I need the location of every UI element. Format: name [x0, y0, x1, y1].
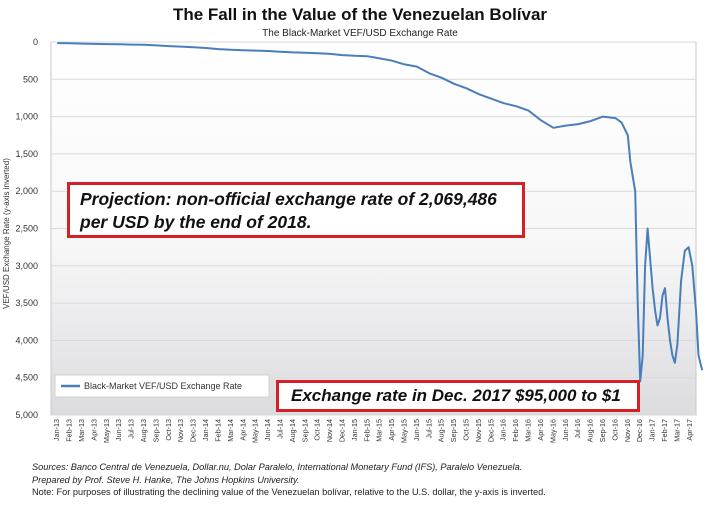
x-tick-label: May-15 — [400, 419, 409, 443]
x-tick-label: Nov-16 — [623, 419, 632, 442]
x-tick-label: Mar-13 — [77, 419, 86, 442]
x-tick-label: Feb-13 — [65, 419, 74, 442]
y-tick-label: 500 — [23, 74, 38, 84]
y-tick-label: 1,500 — [15, 149, 38, 159]
x-tick-label: May-13 — [102, 419, 111, 443]
x-tick-label: Mar-17 — [672, 419, 681, 442]
x-tick-label: Aug-16 — [586, 419, 595, 442]
x-tick-label: Oct-15 — [462, 419, 471, 441]
x-tick-label: Mar-15 — [375, 419, 384, 442]
x-tick-label: Jan-13 — [52, 419, 61, 441]
y-tick-label: 5,000 — [15, 410, 38, 420]
x-axis-ticks: Jan-13 Feb-13 Mar-13 Apr-13 May-13 Jun-13 Jul-… — [52, 419, 694, 443]
x-tick-label: Jun-14 — [263, 419, 272, 441]
x-tick-label: Feb-14 — [213, 419, 222, 442]
x-tick-label: Dec-16 — [635, 419, 644, 442]
prepared-by-note: Prepared by Prof. Steve H. Hanke, The Jo… — [32, 474, 300, 485]
chart-subtitle: The Black-Market VEF/USD Exchange Rate — [262, 28, 458, 39]
chart-notes: Sources: Banco Central de Venezuela, Dol… — [32, 461, 716, 499]
legend-box — [54, 374, 270, 398]
x-tick-label: Apr-16 — [536, 419, 545, 441]
x-tick-label: Dec-15 — [486, 419, 495, 442]
x-tick-label: Sep-16 — [598, 419, 607, 442]
x-tick-label: Jul-14 — [275, 419, 284, 439]
x-tick-label: Sep-14 — [300, 419, 309, 442]
y-axis-label: VEF/USD Exchange Rate (y-axis inverted) — [2, 158, 11, 309]
y-tick-label: 0 — [33, 37, 38, 47]
y-tick-label: 1,000 — [15, 112, 38, 122]
exchange-rate-annotation: Exchange rate in Dec. 2017 $95,000 to $1 — [276, 380, 640, 412]
x-tick-label: Jul-13 — [127, 419, 136, 439]
y-tick-label: 4,500 — [15, 373, 38, 383]
x-tick-label: Nov-14 — [325, 419, 334, 442]
x-tick-label: Jan-17 — [648, 419, 657, 441]
x-tick-label: Feb-15 — [362, 419, 371, 442]
y-tick-label: 2,500 — [15, 224, 38, 234]
x-tick-label: Oct-14 — [313, 419, 322, 441]
series-line-black-market-rate — [57, 42, 704, 383]
sources-note: Sources: Banco Central de Venezuela, Dol… — [32, 462, 523, 472]
x-tick-label: Aug-13 — [139, 419, 148, 442]
x-tick-label: Jun-13 — [114, 419, 123, 441]
x-tick-label: Apr-14 — [238, 419, 247, 441]
legend-label: Black-Market VEF/USD Exchange Rate — [84, 381, 242, 391]
x-tick-label: Jan-16 — [499, 419, 508, 441]
legend: Black-Market VEF/USD Exchange Rate — [54, 374, 270, 398]
y-tick-label: 3,500 — [15, 298, 38, 308]
x-tick-label: Dec-14 — [337, 419, 346, 442]
x-tick-label: Dec-13 — [189, 419, 198, 442]
x-tick-label: Jan-15 — [350, 419, 359, 441]
y-tick-label: 3,000 — [15, 261, 38, 271]
x-tick-label: Nov-13 — [176, 419, 185, 442]
gridlines — [51, 41, 696, 416]
x-tick-label: Jul-16 — [573, 419, 582, 439]
x-tick-label: Apr-13 — [89, 419, 98, 441]
x-tick-label: Feb-16 — [511, 419, 520, 442]
x-tick-label: Sep-13 — [151, 419, 160, 442]
x-tick-label: Aug-15 — [437, 419, 446, 442]
x-tick-label: Oct-13 — [164, 419, 173, 441]
projection-annotation: Projection: non-official exchange rate o… — [67, 182, 525, 238]
x-tick-label: Nov-15 — [474, 419, 483, 442]
x-tick-label: Mar-14 — [226, 419, 235, 442]
x-tick-label: Sep-15 — [449, 419, 458, 442]
x-tick-label: Jan-14 — [201, 419, 210, 441]
y-axis-ticks: 0 500 1,000 1,500 2,000 2,500 3,000 3,500 4,000 4… — [15, 37, 38, 420]
x-tick-label: Jun-16 — [561, 419, 570, 441]
x-tick-label: Aug-14 — [288, 419, 297, 442]
chart-title: The Fall in the Value of the Venezuelan … — [173, 5, 547, 24]
x-tick-label: Oct-16 — [610, 419, 619, 441]
x-tick-label: Feb-17 — [660, 419, 669, 442]
x-tick-label: May-16 — [548, 419, 557, 443]
x-tick-label: Jul-15 — [424, 419, 433, 439]
axis-note: Note: For purposes of illustrating the d… — [32, 487, 546, 497]
y-tick-label: 2,000 — [15, 186, 38, 196]
x-tick-label: Mar-16 — [524, 419, 533, 442]
x-tick-label: Apr-15 — [387, 419, 396, 441]
x-tick-label: Jun-15 — [412, 419, 421, 441]
x-tick-label: Apr-17 — [685, 419, 694, 441]
y-tick-label: 4,000 — [15, 335, 38, 345]
x-tick-label: May-14 — [251, 419, 260, 443]
